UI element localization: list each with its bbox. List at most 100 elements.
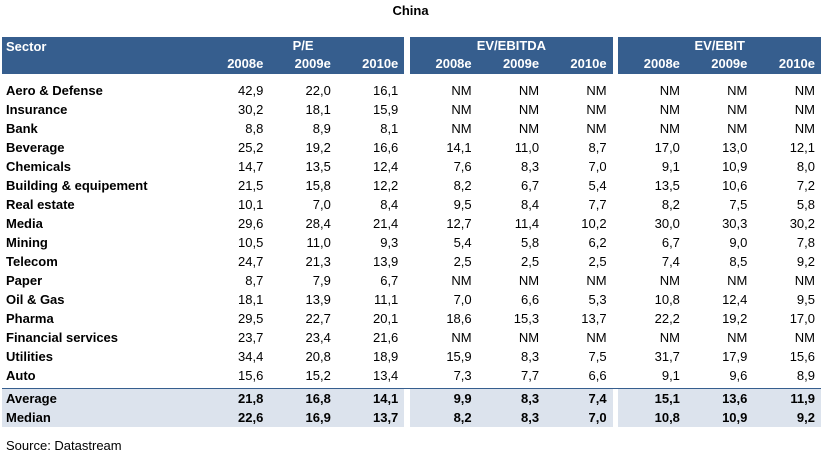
value-cell: 15,6 [789,349,815,364]
year-header: 2008e [410,54,478,74]
value-cell: 11,0 [514,140,540,155]
value-cell: NM [659,83,680,98]
value-cell: 7,5 [729,197,748,212]
value-cell: 11,0 [306,235,331,250]
sector-name: Average [2,388,202,408]
value-cell: 13,7 [336,408,405,427]
value-cell: 18,6 [446,311,472,326]
sector-name: Aero & Defense [6,83,103,98]
value-cell: 9,2 [796,254,815,269]
value-cell: 19,2 [722,311,748,326]
value-cell: 15,1 [618,388,686,408]
value-cell: 8,2 [410,408,478,427]
value-cell: 10,1 [238,197,264,212]
value-cell: 29,5 [238,311,264,326]
sector-name: Telecom [6,254,58,269]
sector-header: Sector [2,37,202,74]
table-row: Telecom 24,7 21,3 13,9 2,5 2,5 2,5 7,4 8,5 9,2 [2,252,821,271]
value-cell: 9,9 [410,388,478,408]
value-cell: 6,6 [521,292,540,307]
value-cell: NM [518,330,540,345]
value-cell: 7,3 [453,368,472,383]
value-cell: 16,6 [372,140,399,155]
value-cell: NM [451,121,472,136]
value-cell: 14,1 [446,140,472,155]
value-cell: NM [659,102,680,117]
value-cell: NM [794,273,815,288]
value-cell: 2,5 [453,254,472,269]
value-cell: 7,5 [588,349,607,364]
value-cell: 8,0 [796,159,815,174]
sector-name: Real estate [6,197,75,212]
sector-name: Mining [6,235,48,250]
sector-name: Beverage [6,140,65,155]
value-cell: 5,3 [588,292,607,307]
value-cell: 13,0 [722,140,748,155]
value-cell: 10,8 [654,292,680,307]
table-row: Pharma 29,5 22,7 20,1 18,6 15,3 13,7 22,2 19,2 17… [2,309,821,328]
table-row: Financial services 23,7 23,4 21,6 NM NM NM NM NM… [2,328,821,347]
value-cell: 9,1 [661,368,680,383]
table-row: Beverage 25,2 19,2 16,6 14,1 11,0 8,7 17,0 13,0 1… [2,138,821,157]
value-cell: NM [794,121,815,136]
page-title: China [392,3,429,18]
value-cell: 30,3 [722,216,748,231]
value-cell: NM [586,330,607,345]
year-header: 2010e [336,54,405,74]
value-cell: 12,4 [722,292,748,307]
value-cell: 22,7 [305,311,331,326]
value-cell: 28,4 [305,216,331,231]
value-cell: 13,9 [372,254,399,269]
value-cell: 18,9 [372,349,399,364]
value-cell: NM [586,273,607,288]
value-cell: 13,5 [305,159,331,174]
value-cell: 24,7 [238,254,264,269]
value-cell: 7,0 [312,197,331,212]
value-cell: NM [727,121,748,136]
value-cell: NM [794,102,815,117]
value-cell: 5,4 [588,178,607,193]
value-cell: 6,7 [521,178,540,193]
table-row: Paper 8,7 7,9 6,7 NM NM NM NM NM NM [2,271,821,290]
year-header: 2010e [753,54,821,74]
value-cell: 16,9 [269,408,337,427]
value-cell: 9,6 [729,368,748,383]
value-cell: 20,1 [372,311,399,326]
value-cell: 8,9 [796,368,815,383]
value-cell: NM [727,83,748,98]
value-cell: 9,2 [753,408,821,427]
value-cell: 15,9 [372,102,399,117]
value-cell: NM [586,121,607,136]
value-cell: 9,0 [729,235,748,250]
value-cell: 8,2 [661,197,680,212]
value-cell: 7,0 [453,292,472,307]
value-cell: 14,7 [238,159,264,174]
year-header: 2010e [545,54,613,74]
ev-ebitda-group-header: EV/EBITDA [410,37,613,54]
value-cell: 8,4 [521,197,540,212]
summary-row: Median 22,6 16,9 13,7 8,2 8,3 7,0 10,8 10,9 9,2 [2,408,821,427]
sector-name: Pharma [6,311,54,326]
sector-name: Utilities [6,349,53,364]
value-cell: 7,7 [588,197,607,212]
value-cell: 21,3 [305,254,331,269]
value-cell: 30,2 [238,102,264,117]
sector-name: Chemicals [6,159,72,174]
sector-name: Oil & Gas [6,292,65,307]
year-header: 2009e [685,54,754,74]
value-cell: NM [659,330,680,345]
value-cell: 7,8 [796,235,815,250]
value-cell: 30,2 [789,216,815,231]
value-cell: 18,1 [238,292,264,307]
value-cell: 13,9 [305,292,331,307]
value-cell: 10,2 [581,216,607,231]
value-cell: 7,6 [453,159,472,174]
valuation-table: Sector P/E EV/EBITDA EV/EBIT 2008e 2009e… [2,37,821,427]
sector-name: Bank [6,121,38,136]
value-cell: 9,1 [661,159,680,174]
value-cell: 14,1 [336,388,405,408]
value-cell: 25,2 [238,140,264,155]
value-cell: 5,8 [796,197,815,212]
value-cell: 8,2 [453,178,472,193]
value-cell: 2,5 [521,254,540,269]
